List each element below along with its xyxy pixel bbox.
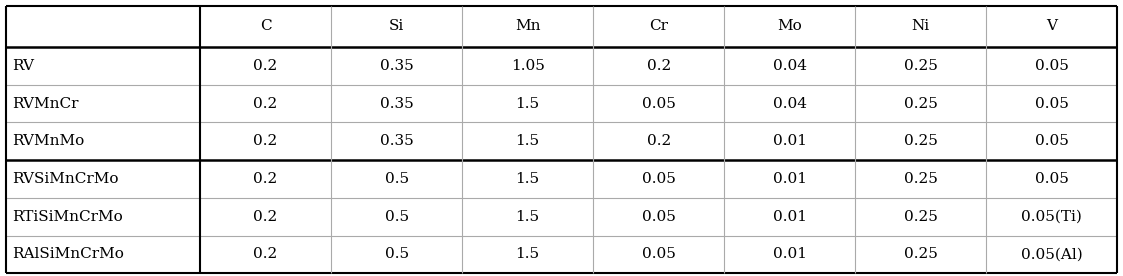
Text: Si: Si xyxy=(389,19,404,33)
Text: V: V xyxy=(1047,19,1058,33)
Text: 0.35: 0.35 xyxy=(380,134,413,148)
Text: RAlSiMnCrMo: RAlSiMnCrMo xyxy=(12,247,125,261)
Text: 0.25: 0.25 xyxy=(904,97,938,111)
Text: 0.05: 0.05 xyxy=(641,210,676,224)
Text: 0.05: 0.05 xyxy=(641,172,676,186)
Text: 0.2: 0.2 xyxy=(254,172,277,186)
Text: 0.2: 0.2 xyxy=(647,134,670,148)
Text: 1.5: 1.5 xyxy=(515,210,540,224)
Text: 0.35: 0.35 xyxy=(380,59,413,73)
Text: Cr: Cr xyxy=(649,19,668,33)
Text: 0.25: 0.25 xyxy=(904,210,938,224)
Text: 1.05: 1.05 xyxy=(511,59,545,73)
Text: 0.05: 0.05 xyxy=(641,247,676,261)
Text: 0.35: 0.35 xyxy=(380,97,413,111)
Text: 0.04: 0.04 xyxy=(773,59,806,73)
Text: Ni: Ni xyxy=(912,19,930,33)
Text: 0.01: 0.01 xyxy=(773,172,806,186)
Text: 0.01: 0.01 xyxy=(773,134,806,148)
Text: 1.5: 1.5 xyxy=(515,247,540,261)
Text: 0.5: 0.5 xyxy=(384,210,409,224)
Text: Mn: Mn xyxy=(514,19,540,33)
Text: Mo: Mo xyxy=(777,19,802,33)
Text: 0.2: 0.2 xyxy=(647,59,670,73)
Text: 0.2: 0.2 xyxy=(254,134,277,148)
Text: C: C xyxy=(259,19,272,33)
Text: 0.25: 0.25 xyxy=(904,134,938,148)
Text: 0.25: 0.25 xyxy=(904,59,938,73)
Text: 1.5: 1.5 xyxy=(515,97,540,111)
Text: 0.04: 0.04 xyxy=(773,97,806,111)
Text: 0.05: 0.05 xyxy=(1035,59,1069,73)
Text: 0.5: 0.5 xyxy=(384,172,409,186)
Text: RVMnCr: RVMnCr xyxy=(12,97,79,111)
Text: 1.5: 1.5 xyxy=(515,134,540,148)
Text: 0.05: 0.05 xyxy=(1035,172,1069,186)
Text: 0.01: 0.01 xyxy=(773,210,806,224)
Text: 0.05(Al): 0.05(Al) xyxy=(1021,247,1083,261)
Text: 0.05: 0.05 xyxy=(1035,134,1069,148)
Text: 0.05: 0.05 xyxy=(641,97,676,111)
Text: 0.25: 0.25 xyxy=(904,247,938,261)
Text: 0.25: 0.25 xyxy=(904,172,938,186)
Text: 0.5: 0.5 xyxy=(384,247,409,261)
Text: 0.05: 0.05 xyxy=(1035,97,1069,111)
Text: RTiSiMnCrMo: RTiSiMnCrMo xyxy=(12,210,124,224)
Text: 0.2: 0.2 xyxy=(254,59,277,73)
Text: RVMnMo: RVMnMo xyxy=(12,134,84,148)
Text: 0.05(Ti): 0.05(Ti) xyxy=(1022,210,1083,224)
Text: 0.2: 0.2 xyxy=(254,247,277,261)
Text: RV: RV xyxy=(12,59,35,73)
Text: 0.2: 0.2 xyxy=(254,210,277,224)
Text: 1.5: 1.5 xyxy=(515,172,540,186)
Text: RVSiMnCrMo: RVSiMnCrMo xyxy=(12,172,119,186)
Text: 0.2: 0.2 xyxy=(254,97,277,111)
Text: 0.01: 0.01 xyxy=(773,247,806,261)
